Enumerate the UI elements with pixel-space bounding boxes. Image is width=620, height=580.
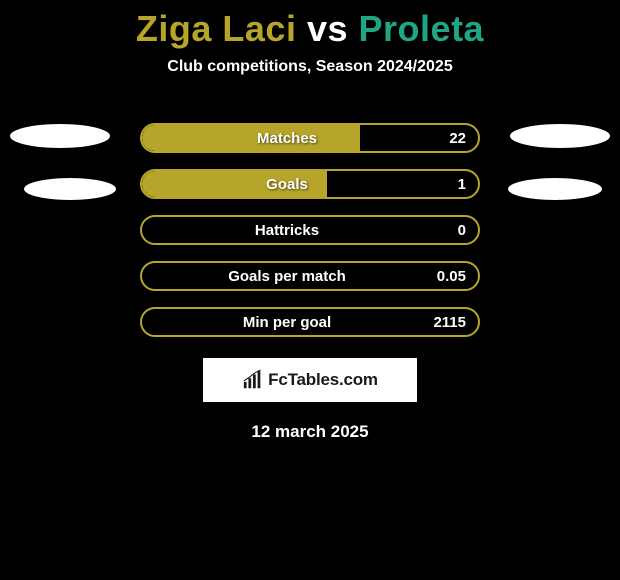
stat-value: 22	[449, 125, 466, 151]
stat-label: Hattricks	[142, 217, 478, 243]
subtitle: Club competitions, Season 2024/2025	[0, 58, 620, 76]
stat-row: Matches22	[0, 120, 620, 166]
title-vs: vs	[307, 8, 348, 49]
stat-label: Goals per match	[142, 263, 478, 289]
stat-value: 0.05	[437, 263, 466, 289]
stat-value: 1	[458, 171, 466, 197]
barchart-icon	[242, 369, 264, 391]
stat-label: Goals	[142, 171, 478, 197]
brand-text: FcTables.com	[268, 370, 378, 390]
stat-row: Min per goal2115	[0, 304, 620, 350]
stats-bars: Matches22 Goals1 Hattricks0 Goals per match…	[0, 120, 620, 350]
stat-value: 2115	[433, 309, 466, 335]
stat-bar: Goals1	[140, 169, 480, 199]
title-player1: Ziga Laci	[136, 8, 297, 49]
date-text: 12 march 2025	[0, 422, 620, 442]
title-player2: Proleta	[359, 8, 485, 49]
stat-bar: Matches22	[140, 123, 480, 153]
stat-row: Goals1	[0, 166, 620, 212]
stat-row: Goals per match0.05	[0, 258, 620, 304]
stat-value: 0	[458, 217, 466, 243]
stat-label: Min per goal	[142, 309, 478, 335]
stat-bar: Goals per match0.05	[140, 261, 480, 291]
brand-box: FcTables.com	[203, 358, 417, 402]
stat-bar: Hattricks0	[140, 215, 480, 245]
page-title: Ziga Laci vs Proleta	[0, 0, 620, 50]
stat-label: Matches	[142, 125, 478, 151]
stat-bar: Min per goal2115	[140, 307, 480, 337]
stat-row: Hattricks0	[0, 212, 620, 258]
